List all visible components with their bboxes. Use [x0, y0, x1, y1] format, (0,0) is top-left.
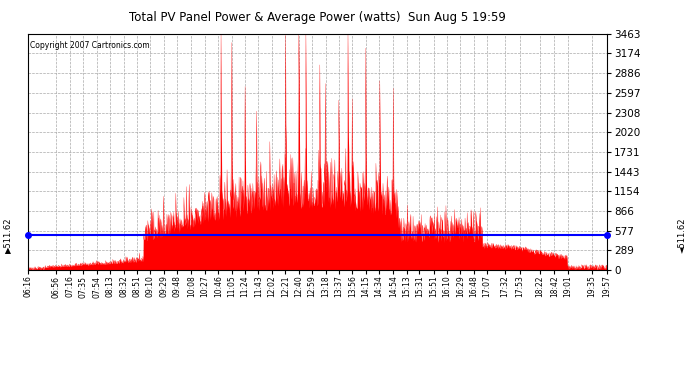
Text: Total PV Panel Power & Average Power (watts)  Sun Aug 5 19:59: Total PV Panel Power & Average Power (wa…	[129, 11, 506, 24]
Text: Copyright 2007 Cartronics.com: Copyright 2007 Cartronics.com	[30, 41, 150, 50]
Text: ◄511.62: ◄511.62	[678, 217, 687, 253]
Text: ▶511.62: ▶511.62	[3, 217, 12, 253]
